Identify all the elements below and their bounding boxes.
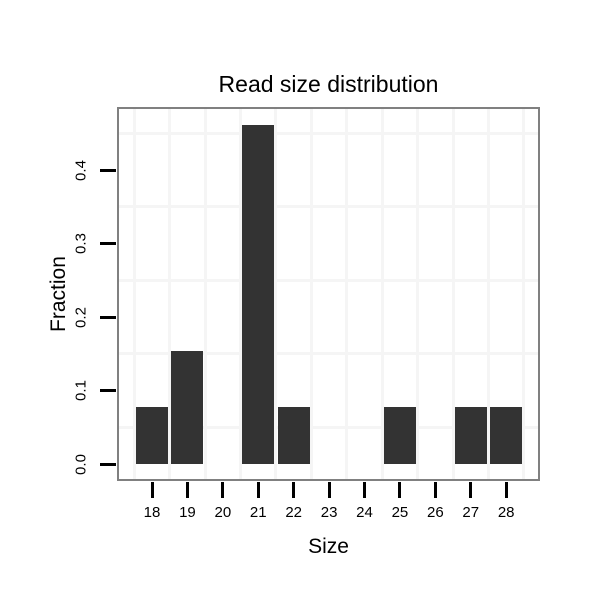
y-tick-mark (100, 242, 116, 245)
minor-gridline-horizontal (119, 278, 538, 282)
x-tick-label: 21 (249, 504, 267, 521)
minor-gridline-horizontal (119, 131, 538, 135)
x-tick-mark (150, 482, 154, 498)
minor-gridline-horizontal (119, 352, 538, 356)
minor-gridline-vertical (309, 109, 313, 479)
x-tick-label: 27 (462, 504, 480, 521)
minor-gridline-vertical (345, 109, 349, 479)
y-axis-label: Fraction (47, 256, 70, 332)
bar-size-27 (454, 407, 487, 464)
x-tick-mark (185, 482, 189, 498)
bar-size-21 (242, 124, 275, 464)
minor-gridline-vertical (239, 109, 243, 479)
bar-size-25 (383, 407, 416, 464)
x-tick-mark (327, 482, 331, 498)
x-tick-label: 19 (179, 504, 196, 521)
x-tick-label: 22 (285, 504, 303, 521)
x-tick-mark (292, 482, 296, 498)
minor-gridline-vertical (132, 109, 136, 479)
chart-title: Read size distribution (218, 71, 439, 97)
x-tick-mark (363, 482, 367, 498)
minor-gridline-horizontal (119, 425, 538, 429)
y-tick-mark (100, 168, 116, 172)
minor-gridline-vertical (522, 109, 526, 479)
x-tick-label: 18 (143, 504, 161, 521)
x-tick-label: 25 (391, 504, 409, 521)
x-tick-mark (398, 482, 402, 498)
x-tick-label: 20 (214, 504, 232, 521)
x-tick-label: 28 (497, 504, 515, 521)
x-axis-label: Size (308, 535, 349, 558)
minor-gridline-horizontal (119, 205, 538, 209)
y-tick-mark (100, 315, 116, 319)
bar-size-28 (490, 407, 523, 464)
minor-gridline-vertical (203, 109, 207, 479)
minor-gridline-vertical (274, 109, 278, 479)
x-tick-mark (433, 482, 437, 498)
y-tick-mark (100, 462, 116, 466)
minor-gridline-vertical (416, 109, 420, 479)
bar-size-18 (136, 407, 168, 464)
y-tick-label: 0.1 (72, 380, 90, 401)
x-tick-label: 26 (427, 504, 444, 521)
x-tick-label: 23 (320, 504, 338, 521)
bar-size-19 (171, 350, 204, 464)
x-tick-mark (504, 482, 508, 498)
minor-gridline-vertical (486, 109, 490, 479)
minor-gridline-vertical (380, 109, 384, 479)
x-tick-mark (469, 482, 473, 498)
x-tick-label: 24 (356, 504, 373, 521)
minor-gridline-vertical (168, 109, 172, 479)
x-tick-mark (221, 482, 225, 498)
x-tick-mark (256, 482, 260, 498)
minor-gridline-vertical (451, 109, 455, 479)
bar-size-22 (277, 407, 310, 464)
y-tick-label: 0.0 (72, 453, 90, 475)
y-tick-label: 0.3 (72, 233, 90, 254)
y-tick-label: 0.2 (72, 306, 90, 328)
plot-panel (117, 107, 540, 481)
y-tick-label: 0.4 (72, 159, 90, 181)
y-tick-mark (100, 389, 116, 392)
